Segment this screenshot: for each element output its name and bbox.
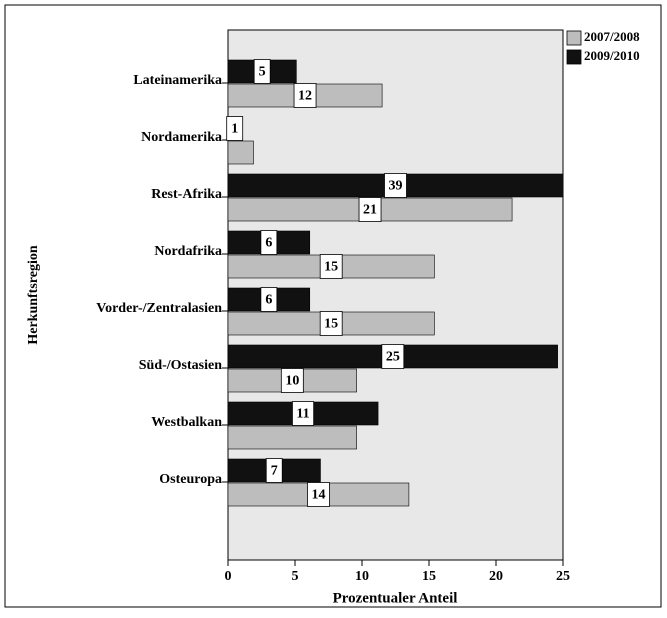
value-label-bg (319, 311, 343, 336)
value-label: 14 (311, 488, 325, 503)
value-label: 25 (386, 350, 400, 365)
value-label: 6 (265, 293, 272, 308)
y-tick-label: Rest-Afrika (151, 187, 222, 202)
value-label-bg (358, 197, 382, 222)
value-label-bg (226, 116, 244, 141)
legend-swatch (566, 30, 582, 46)
y-tick-label: Osteuropa (159, 472, 222, 487)
value-label-bg (253, 59, 271, 84)
value-label-box: 25 (381, 344, 405, 369)
value-label: 11 (296, 407, 309, 422)
value-label: 15 (324, 317, 338, 332)
y-tick-label: Vorder-/Zentralasien (96, 301, 222, 316)
value-label: 15 (324, 260, 338, 275)
value-label: 5 (259, 65, 266, 80)
value-label: 1 (231, 122, 238, 137)
legend-label: 2009/2010 (584, 48, 640, 63)
value-label: 12 (298, 89, 312, 104)
x-tick-label: 25 (556, 569, 570, 584)
value-label: 7 (271, 464, 278, 479)
value-label-bg (384, 173, 407, 198)
value-label-bg (307, 482, 330, 507)
value-label-bg (293, 83, 317, 108)
value-label-box: 1 (226, 116, 244, 141)
value-label-bg (265, 458, 283, 483)
value-label-bg (381, 344, 405, 369)
bar (228, 425, 357, 450)
x-axis-label: Prozentualer Anteil (333, 590, 458, 606)
value-label-box: 21 (358, 197, 382, 222)
value-label-bg (260, 287, 278, 312)
value-label-box: 12 (293, 83, 317, 108)
x-tick-label: 0 (225, 569, 232, 584)
value-label-box: 5 (253, 59, 271, 84)
y-tick-label: Nordamerika (141, 130, 222, 145)
value-label-bg (319, 254, 343, 279)
value-label-box: 7 (265, 458, 283, 483)
value-label-box: 10 (280, 368, 304, 393)
legend-swatch (566, 49, 582, 65)
value-label-box: 11 (292, 401, 315, 426)
value-label-box: 39 (384, 173, 407, 198)
x-tick-label: 15 (422, 569, 436, 584)
value-label: 21 (363, 203, 377, 218)
y-tick-label: Süd-/Ostasien (139, 358, 222, 373)
value-label: 10 (285, 374, 299, 389)
x-tick-label: 10 (355, 569, 369, 584)
value-label-bg (260, 230, 278, 255)
value-label-box: 14 (307, 482, 330, 507)
y-axis-label: Herkunftsregion (26, 245, 41, 345)
value-label-bg (292, 401, 315, 426)
x-tick-label: 5 (292, 569, 299, 584)
value-label-box: 6 (260, 287, 278, 312)
y-tick-label: Nordafrika (154, 244, 222, 259)
bar (228, 140, 254, 165)
y-tick-label: Westbalkan (151, 415, 222, 430)
legend-label: 2007/2008 (584, 29, 640, 44)
value-label-box: 15 (319, 311, 343, 336)
value-label: 39 (389, 179, 403, 194)
value-label: 6 (265, 236, 272, 251)
value-label-box: 6 (260, 230, 278, 255)
value-label-bg (280, 368, 304, 393)
y-tick-label: Lateinamerika (133, 73, 222, 88)
value-label-box: 15 (319, 254, 343, 279)
x-tick-label: 20 (489, 569, 503, 584)
